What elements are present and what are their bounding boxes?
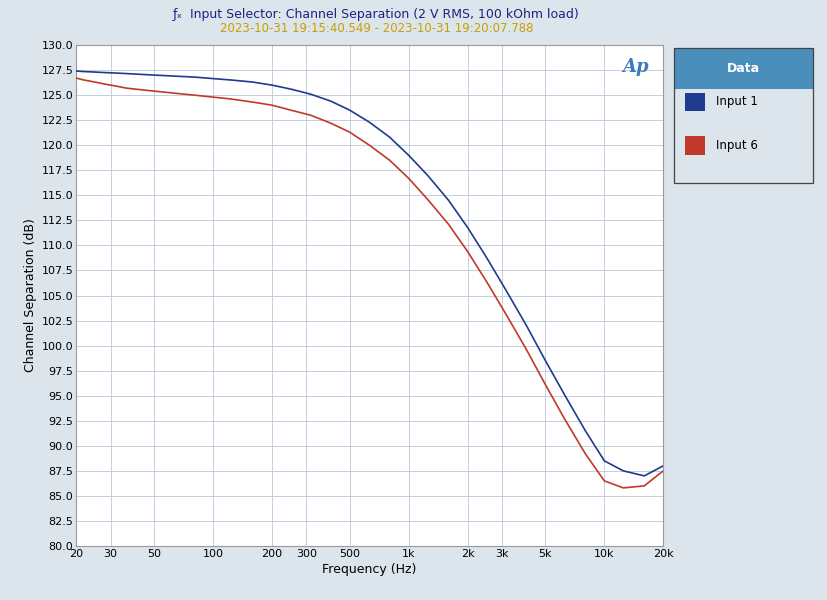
Bar: [685, 136, 705, 155]
Text: ƒₓ  Input Selector: Channel Separation (2 V RMS, 100 kOhm load): ƒₓ Input Selector: Channel Separation (2…: [173, 8, 580, 21]
Bar: [674, 48, 813, 88]
X-axis label: Frequency (Hz): Frequency (Hz): [323, 563, 417, 576]
Text: Input 6: Input 6: [715, 139, 758, 152]
Y-axis label: Channel Separation (dB): Channel Separation (dB): [24, 218, 37, 373]
Text: 2023-10-31 19:15:40.549 - 2023-10-31 19:20:07.788: 2023-10-31 19:15:40.549 - 2023-10-31 19:…: [219, 22, 533, 35]
Text: Input 1: Input 1: [715, 95, 758, 109]
Text: Ap: Ap: [622, 58, 648, 76]
Bar: [685, 92, 705, 112]
Text: Data: Data: [727, 62, 760, 75]
